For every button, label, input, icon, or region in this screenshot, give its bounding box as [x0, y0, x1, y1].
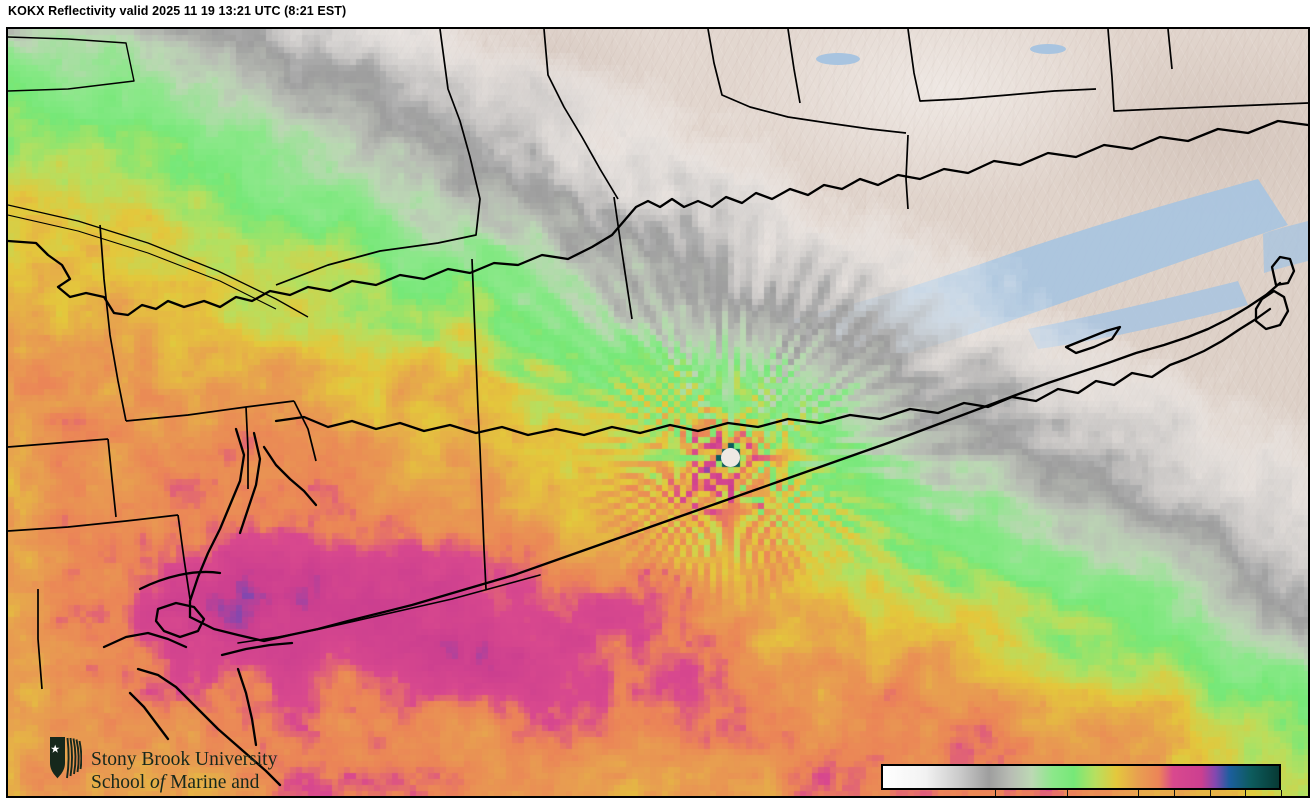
colorbar-tick — [1245, 790, 1247, 796]
logo-line-2: School of Marine and — [91, 772, 277, 795]
colorbar-tick-label: 40 — [1129, 795, 1148, 796]
colorbar-tick — [995, 790, 997, 796]
colorbar-tick-label: 0 — [991, 795, 1001, 796]
colorbar-tick-label: 80 — [1271, 795, 1290, 796]
colorbar-tick-label: 60 — [1200, 795, 1219, 796]
colorbar-tick — [1173, 790, 1175, 796]
stony-brook-logo: Stony Brook University School of Marine … — [48, 735, 277, 796]
kokx-radar-site-marker — [721, 448, 740, 467]
colorbar-gradient — [883, 766, 1279, 788]
colorbar-tick-label: 20 — [1057, 795, 1076, 796]
colorbar-tick — [1138, 790, 1140, 796]
page-title: KOKX Reflectivity valid 2025 11 19 13:21… — [8, 4, 347, 18]
logo-line-3: Atmospheric Sciences — [91, 794, 277, 796]
colorbar-tick-label: 70 — [1236, 795, 1255, 796]
logo-line-2-em: of — [150, 771, 166, 793]
shield-star-icon — [50, 737, 82, 779]
boundaries-layer — [8, 29, 1308, 787]
reflectivity-colorbar[interactable] — [881, 764, 1281, 790]
logo-line-1: Stony Brook University — [91, 749, 278, 770]
radar-map-frame[interactable]: 0 20 40 50 60 70 80 Stony Brook University — [6, 27, 1310, 798]
colorbar-tick — [1066, 790, 1068, 796]
radar-map-viewport: 0 20 40 50 60 70 80 Stony Brook University — [8, 29, 1308, 796]
colorbar-tick — [1209, 790, 1211, 796]
colorbar-tick — [1281, 790, 1282, 796]
logo-line-2-b: Marine and — [165, 771, 260, 793]
logo-line-2-a: School — [91, 771, 151, 793]
logo-text: Stony Brook University School of Marine … — [91, 735, 277, 796]
colorbar-tick-label: 50 — [1164, 795, 1183, 796]
reflectivity-field — [8, 29, 1308, 796]
